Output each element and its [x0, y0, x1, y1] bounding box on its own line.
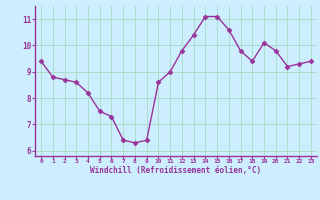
- X-axis label: Windchill (Refroidissement éolien,°C): Windchill (Refroidissement éolien,°C): [91, 166, 261, 175]
